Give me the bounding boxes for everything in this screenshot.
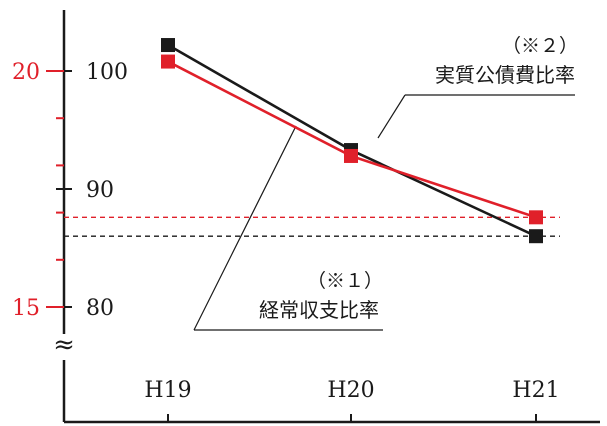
right-tick-label: 20 [12, 60, 40, 85]
series-2-note: （※２） [502, 35, 578, 57]
series-2-point [529, 210, 543, 225]
x-tick-label: H19 [144, 378, 191, 403]
axes: ≈ [53, 10, 600, 424]
left-tick-label: 100 [86, 60, 128, 85]
leader-line-series-1-diag [193, 125, 297, 331]
x-tick-label: H21 [512, 378, 559, 403]
series-2-label: 実質公債費比率 [435, 63, 575, 87]
series-markers [161, 38, 543, 244]
axis-break-symbol: ≈ [53, 330, 75, 360]
callouts: （※２） 実質公債費比率 （※１） 経常収支比率 [259, 35, 578, 322]
series-2-point [344, 148, 358, 163]
x-tick-label: H20 [327, 378, 374, 403]
series-2-point [161, 54, 175, 69]
callout-leaders [193, 94, 575, 331]
left-axis-ticks: 80 90 100 [56, 60, 128, 321]
series-1-point [161, 38, 175, 53]
axis-break-gap [54, 334, 74, 360]
left-tick-label: 80 [86, 296, 114, 321]
series-1-label: 経常収支比率 [259, 298, 379, 322]
x-axis-categories: H19 H20 H21 [144, 378, 560, 422]
series-1-point [529, 229, 543, 244]
right-tick-label: 15 [12, 296, 40, 321]
left-tick-label: 90 [86, 178, 114, 203]
reference-lines [64, 216, 560, 237]
series-1-note: （※１） [307, 270, 383, 292]
leader-line-series-2-diag [377, 94, 406, 139]
